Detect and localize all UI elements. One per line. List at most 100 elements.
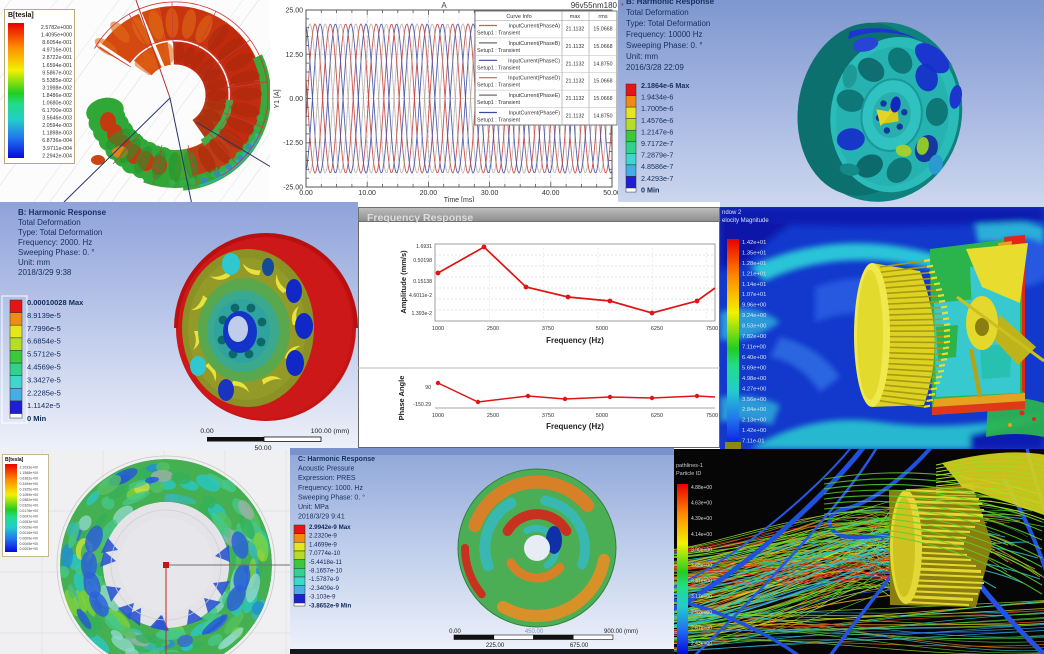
svg-text:1.28e+01: 1.28e+01 xyxy=(742,261,766,267)
svg-text:3.3427e-5: 3.3427e-5 xyxy=(27,375,61,384)
svg-text:*: * xyxy=(621,3,624,10)
svg-text:max: max xyxy=(570,14,581,20)
svg-text:-8.1657e-10: -8.1657e-10 xyxy=(309,568,343,575)
svg-text:1.4095e+000: 1.4095e+000 xyxy=(41,33,72,39)
svg-text:7.0774e-10: 7.0774e-10 xyxy=(309,550,341,557)
svg-text:21.1132: 21.1132 xyxy=(566,44,585,50)
svg-text:6.6854e-5: 6.6854e-5 xyxy=(27,337,61,346)
svg-text:3.41e+00: 3.41e+00 xyxy=(691,579,712,585)
svg-text:8.6054e-001: 8.6054e-001 xyxy=(42,40,72,46)
svg-text:21.1132: 21.1132 xyxy=(566,61,585,67)
svg-text:3.90e+00: 3.90e+00 xyxy=(691,547,712,553)
svg-text:Setup1 : Transient: Setup1 : Transient xyxy=(477,118,521,124)
svg-text:1.35e+01: 1.35e+01 xyxy=(742,251,766,257)
svg-text:50.00: 50.00 xyxy=(603,190,618,197)
svg-text:Setup1 : Transient: Setup1 : Transient xyxy=(477,65,521,71)
svg-text:0.0053e+00: 0.0053e+00 xyxy=(20,520,39,524)
svg-text:9.7172e-7: 9.7172e-7 xyxy=(641,139,673,148)
svg-text:Frequency: 2000. Hz: Frequency: 2000. Hz xyxy=(18,238,92,247)
svg-text:5.5712e-5: 5.5712e-5 xyxy=(27,350,61,359)
svg-text:0.00: 0.00 xyxy=(200,428,213,435)
svg-text:4.88e+00: 4.88e+00 xyxy=(691,485,712,491)
svg-text:4.9716e-001: 4.9716e-001 xyxy=(42,48,72,54)
svg-text:21.1132: 21.1132 xyxy=(566,114,585,120)
svg-text:0.00: 0.00 xyxy=(449,629,461,635)
svg-text:A: A xyxy=(441,1,447,10)
svg-text:rms: rms xyxy=(598,14,607,20)
svg-text:ndow 2: ndow 2 xyxy=(722,210,742,216)
svg-text:7.82e+00: 7.82e+00 xyxy=(742,334,766,340)
svg-text:0.1925e+00: 0.1925e+00 xyxy=(20,487,39,491)
svg-text:8.53e+00: 8.53e+00 xyxy=(742,324,766,330)
svg-text:elocity Magnitude: elocity Magnitude xyxy=(722,218,769,224)
svg-text:0.0029e+00: 0.0029e+00 xyxy=(20,526,39,530)
svg-text:0.00010028 Max: 0.00010028 Max xyxy=(27,298,84,307)
svg-text:Time [ms]: Time [ms] xyxy=(444,197,475,204)
svg-text:7.7996e-5: 7.7996e-5 xyxy=(27,324,61,333)
svg-text:7.11e+00: 7.11e+00 xyxy=(742,345,766,351)
svg-text:14.8750: 14.8750 xyxy=(593,114,612,120)
svg-text:InputCurrent(PhaseE): InputCurrent(PhaseE) xyxy=(508,93,560,99)
svg-text:2.43e+00: 2.43e+00 xyxy=(691,641,712,647)
svg-text:2.84e+00: 2.84e+00 xyxy=(742,407,766,413)
svg-text:Frequency (Hz): Frequency (Hz) xyxy=(546,336,604,345)
svg-text:B[tesla]: B[tesla] xyxy=(8,12,34,19)
svg-text:3.5646e-003: 3.5646e-003 xyxy=(42,116,72,122)
svg-text:Phase Angle: Phase Angle xyxy=(397,376,406,421)
svg-text:Expression: PRES: Expression: PRES xyxy=(298,475,356,482)
svg-text:0 Min: 0 Min xyxy=(27,414,47,423)
svg-text:2018/3/29 9:38: 2018/3/29 9:38 xyxy=(18,268,72,277)
svg-text:Setup1 : Transient: Setup1 : Transient xyxy=(477,83,521,89)
svg-text:0.00: 0.00 xyxy=(289,96,303,103)
svg-text:Unit: mm: Unit: mm xyxy=(18,258,50,267)
svg-text:pathlines-1: pathlines-1 xyxy=(676,463,703,469)
svg-text:Sweeping Phase: 0. °: Sweeping Phase: 0. ° xyxy=(18,248,95,257)
svg-text:21.1132: 21.1132 xyxy=(566,96,585,102)
svg-text:21.1132: 21.1132 xyxy=(566,27,585,33)
svg-text:7.2879e-7: 7.2879e-7 xyxy=(641,151,673,160)
svg-text:0.0582e+00: 0.0582e+00 xyxy=(20,498,39,502)
svg-text:Acoustic Pressure: Acoustic Pressure xyxy=(298,466,355,473)
svg-text:2.2942e-004: 2.2942e-004 xyxy=(42,153,72,159)
svg-text:0.15138: 0.15138 xyxy=(413,279,432,285)
svg-text:50.00: 50.00 xyxy=(254,445,271,450)
svg-text:-2.3409e-9: -2.3409e-9 xyxy=(309,585,339,592)
svg-text:7.11e-01: 7.11e-01 xyxy=(742,439,764,445)
svg-text:3.65e+00: 3.65e+00 xyxy=(691,563,712,569)
svg-text:Total Deformation: Total Deformation xyxy=(626,8,689,17)
svg-text:0.1059e+00: 0.1059e+00 xyxy=(20,493,39,497)
svg-text:15.0668: 15.0668 xyxy=(593,79,612,85)
svg-text:2.13e+00: 2.13e+00 xyxy=(742,418,766,424)
svg-text:-25.00: -25.00 xyxy=(283,185,303,192)
svg-text:15.0668: 15.0668 xyxy=(593,44,612,50)
svg-text:3.9711e-004: 3.9711e-004 xyxy=(43,146,72,152)
svg-text:0.0005e+00: 0.0005e+00 xyxy=(20,542,39,546)
svg-text:1.42e+00: 1.42e+00 xyxy=(742,428,766,434)
svg-text:6.8736e-004: 6.8736e-004 xyxy=(42,138,72,144)
svg-text:1.0680e-002: 1.0680e-002 xyxy=(42,101,72,107)
svg-text:1.393e-2: 1.393e-2 xyxy=(412,311,433,317)
svg-text:4.98e+00: 4.98e+00 xyxy=(742,376,766,382)
svg-text:100.00 (mm): 100.00 (mm) xyxy=(311,428,350,435)
svg-text:96v55nm180: 96v55nm180 xyxy=(571,1,618,10)
svg-text:12.50: 12.50 xyxy=(285,52,303,59)
svg-text:0.0320e+00: 0.0320e+00 xyxy=(20,504,39,508)
svg-text:Setup1 : Transient: Setup1 : Transient xyxy=(477,31,521,37)
svg-text:6.1700e-003: 6.1700e-003 xyxy=(42,108,72,114)
svg-text:40.00: 40.00 xyxy=(542,190,560,197)
svg-text:InputCurrent(PhaseB): InputCurrent(PhaseB) xyxy=(508,41,560,47)
svg-text:4.14e+00: 4.14e+00 xyxy=(691,532,712,538)
svg-text:1.07e+01: 1.07e+01 xyxy=(742,292,766,298)
svg-text:Sweeping Phase: 0. °: Sweeping Phase: 0. ° xyxy=(298,493,365,501)
svg-text:1.9434e-6: 1.9434e-6 xyxy=(641,93,673,102)
svg-text:Type: Total Deformation: Type: Total Deformation xyxy=(626,19,710,28)
svg-text:Y1 [A]: Y1 [A] xyxy=(274,89,281,108)
svg-text:7500: 7500 xyxy=(706,413,718,419)
svg-text:Frequency (Hz): Frequency (Hz) xyxy=(546,422,604,431)
svg-text:Setup1 : Transient: Setup1 : Transient xyxy=(477,48,521,54)
svg-text:4.27e+00: 4.27e+00 xyxy=(742,386,766,392)
svg-text:2.1864e-6 Max: 2.1864e-6 Max xyxy=(641,81,689,90)
svg-text:2018/3/29 9:41: 2018/3/29 9:41 xyxy=(298,514,345,521)
svg-text:0.0009e+00: 0.0009e+00 xyxy=(20,536,39,540)
svg-text:15.0668: 15.0668 xyxy=(593,96,612,102)
